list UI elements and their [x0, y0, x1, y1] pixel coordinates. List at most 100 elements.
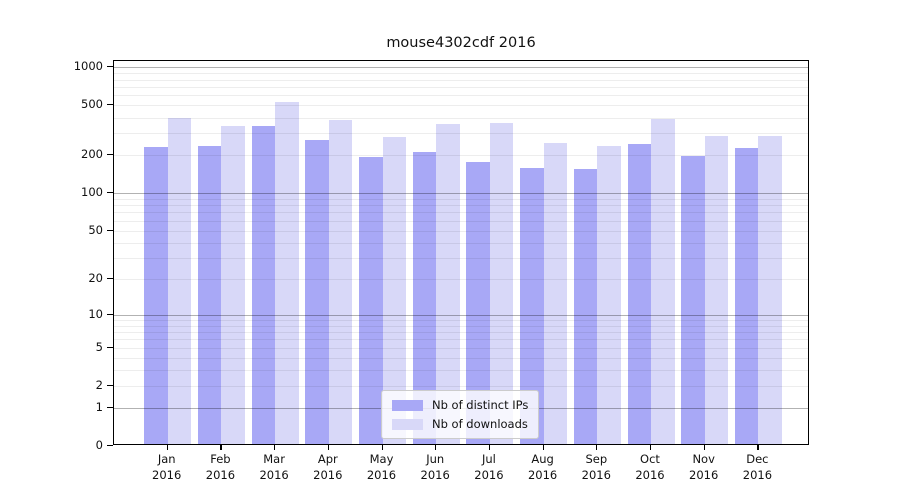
bar-downloads-feb — [221, 126, 245, 444]
x-tick-mark — [274, 444, 276, 450]
legend: Nb of distinct IPs Nb of downloads — [381, 390, 540, 439]
minor-gridline — [114, 220, 808, 222]
legend-entry-distinct-ips: Nb of distinct IPs — [392, 398, 528, 412]
legend-swatch-downloads — [392, 418, 423, 430]
minor-gridline — [114, 95, 808, 97]
x-tick-mark — [542, 444, 544, 450]
minor-gridline — [114, 212, 808, 214]
minor-gridline — [114, 385, 808, 387]
bar-downloads-mar — [275, 101, 299, 444]
y-tick-label-1: 1 — [95, 400, 103, 414]
y-tick-label-5: 5 — [95, 339, 103, 354]
y-tick-mark — [107, 384, 113, 386]
x-tick-mark — [381, 444, 383, 450]
x-tick-mark — [488, 444, 491, 450]
x-tick-mark — [650, 444, 652, 450]
y-tick-mark — [107, 66, 113, 68]
x-tick-label-feb: Feb 2016 — [205, 452, 236, 482]
x-tick-mark — [220, 444, 222, 450]
minor-gridline — [114, 370, 808, 371]
y-tick-mark — [107, 229, 113, 231]
x-tick-mark — [435, 444, 437, 450]
major-gridline — [114, 314, 808, 316]
bar-ips-may — [359, 156, 383, 444]
x-tick-mark — [166, 444, 168, 450]
x-tick-label-sep: Sep 2016 — [581, 452, 611, 482]
minor-gridline — [114, 319, 808, 321]
minor-gridline — [114, 73, 808, 75]
bar-ips-apr — [305, 139, 329, 444]
minor-gridline — [114, 357, 808, 359]
minor-gridline — [114, 86, 808, 88]
y-tick-label-0: 0 — [95, 438, 103, 452]
x-tick-label-aug: Aug 2016 — [527, 452, 558, 482]
y-tick-label-200: 200 — [81, 147, 103, 162]
x-tick-label-nov: Nov 2016 — [689, 452, 719, 482]
bar-downloads-oct — [651, 118, 675, 444]
bar-ips-sep — [573, 169, 598, 444]
bar-downloads-jun — [436, 124, 460, 444]
minor-gridline — [114, 325, 808, 327]
bar-downloads-may — [382, 136, 406, 444]
minor-gridline — [114, 133, 808, 135]
bar-downloads-aug — [543, 142, 568, 444]
minor-gridline — [114, 332, 808, 333]
bar-downloads-dec — [758, 135, 782, 444]
major-gridline — [114, 67, 808, 69]
major-gridline — [114, 193, 808, 195]
y-tick-label-20: 20 — [88, 271, 103, 286]
minor-gridline — [114, 155, 808, 157]
bar-ips-jul — [466, 161, 490, 444]
x-tick-mark — [327, 444, 329, 450]
bar-downloads-apr — [328, 119, 353, 444]
y-tick-label-100: 100 — [81, 185, 103, 200]
x-tick-mark — [757, 444, 759, 450]
bar-ips-jun — [412, 151, 437, 444]
bar-downloads-nov — [704, 135, 729, 444]
x-tick-mark — [703, 444, 705, 450]
x-tick-label-dec: Dec 2016 — [742, 452, 773, 482]
x-tick-label-jan: Jan 2016 — [152, 452, 182, 482]
y-tick-label-50: 50 — [88, 222, 103, 237]
bar-downloads-sep — [597, 145, 621, 444]
x-tick-label-jul: Jul 2016 — [474, 452, 504, 482]
minor-gridline — [114, 339, 808, 341]
y-tick-mark — [107, 407, 113, 409]
bar-ips-nov — [681, 155, 705, 444]
y-tick-label-10: 10 — [88, 306, 103, 321]
y-tick-mark — [107, 104, 113, 106]
x-tick-label-may: May 2016 — [366, 452, 397, 482]
bar-ips-oct — [627, 144, 651, 444]
minor-gridline — [114, 257, 808, 259]
y-tick-label-500: 500 — [81, 97, 103, 112]
minor-gridline — [114, 230, 808, 232]
legend-swatch-distinct-ips — [392, 399, 423, 411]
x-tick-label-oct: Oct 2016 — [635, 452, 665, 482]
bar-ips-mar — [251, 125, 276, 444]
minor-gridline — [114, 105, 808, 107]
chart-title: mouse4302cdf 2016 — [386, 35, 536, 51]
y-tick-label-1000: 1000 — [73, 59, 103, 74]
minor-gridline — [114, 79, 808, 81]
y-tick-mark — [107, 278, 113, 280]
minor-gridline — [114, 242, 808, 244]
y-tick-mark — [107, 445, 113, 447]
bar-ips-feb — [197, 146, 222, 444]
y-tick-mark — [107, 346, 113, 348]
minor-gridline — [114, 205, 808, 207]
minor-gridline — [114, 117, 808, 119]
x-tick-mark — [596, 444, 598, 450]
x-tick-label-jun: Jun 2016 — [420, 452, 450, 482]
minor-gridline — [114, 198, 808, 200]
plot-area: Nb of distinct IPs Nb of downloads — [113, 60, 809, 445]
bar-ips-jan — [144, 147, 168, 444]
legend-entry-downloads: Nb of downloads — [392, 417, 528, 431]
bar-ips-aug — [520, 167, 544, 444]
bar-ips-dec — [734, 147, 759, 444]
legend-label-downloads: Nb of downloads — [432, 417, 528, 431]
y-tick-mark — [107, 192, 113, 194]
bar-downloads-jul — [489, 123, 514, 444]
x-tick-label-mar: Mar 2016 — [259, 452, 289, 482]
y-tick-mark — [107, 154, 113, 156]
